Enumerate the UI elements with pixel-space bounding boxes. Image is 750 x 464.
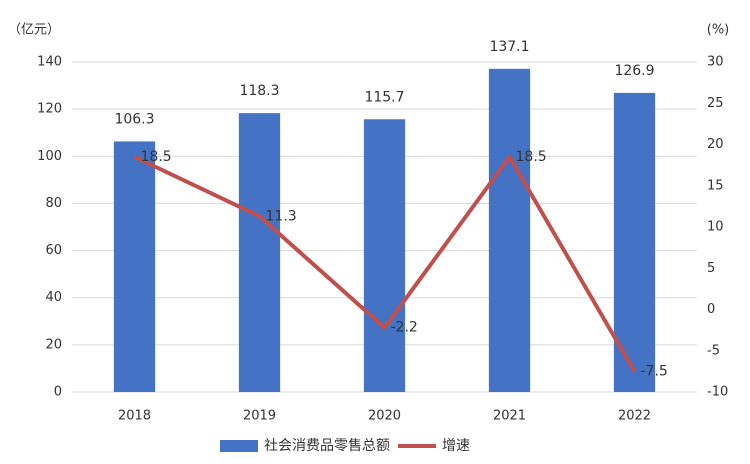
- y2-tick-label: 30: [707, 55, 724, 70]
- x-tick-label: 2020: [368, 409, 401, 424]
- data-label: 18.5: [141, 149, 172, 165]
- x-tick-label: 2018: [118, 409, 151, 424]
- data-label: 118.3: [239, 83, 279, 99]
- data-label: 11.3: [266, 208, 297, 224]
- y-tick-label: 140: [37, 55, 62, 70]
- y2-tick-label: 20: [707, 137, 724, 152]
- y2-tick-label: -5: [707, 343, 720, 358]
- y-tick-label: 80: [45, 196, 62, 211]
- y2-tick-label: 25: [707, 96, 724, 111]
- data-label: 126.9: [614, 63, 654, 79]
- y-tick-label: 0: [54, 385, 62, 400]
- data-label: 18.5: [516, 149, 547, 165]
- data-label: 115.7: [364, 89, 404, 105]
- y2-tick-label: -10: [707, 385, 728, 400]
- legend-label: 增速: [442, 438, 470, 454]
- y2-tick-label: 10: [707, 220, 724, 235]
- y-tick-label: 40: [45, 290, 62, 305]
- y-axis-label: （亿元）: [8, 23, 60, 38]
- bar: [488, 68, 531, 392]
- data-label: -2.2: [391, 320, 418, 336]
- y2-tick-label: 15: [707, 178, 724, 193]
- y-tick-label: 60: [45, 243, 62, 258]
- x-tick-label: 2022: [618, 409, 651, 424]
- bar: [238, 113, 281, 393]
- y-tick-label: 120: [37, 102, 62, 117]
- x-tick-label: 2021: [493, 409, 526, 424]
- y2-tick-label: 0: [707, 302, 715, 317]
- y2-tick-label: 5: [707, 261, 715, 276]
- line: [133, 154, 637, 373]
- y2-axis-label: (%): [707, 23, 730, 38]
- data-label: -7.5: [641, 363, 668, 379]
- y-tick-label: 20: [45, 337, 62, 352]
- legend-swatch: [220, 440, 258, 452]
- data-label: 137.1: [489, 39, 529, 55]
- bar: [113, 141, 156, 392]
- x-tick-label: 2019: [243, 409, 276, 424]
- data-label: 106.3: [114, 111, 154, 127]
- bar: [613, 92, 656, 392]
- bar: [363, 119, 406, 393]
- y-tick-label: 100: [37, 149, 62, 164]
- legend-label: 社会消费品零售总额: [264, 438, 390, 454]
